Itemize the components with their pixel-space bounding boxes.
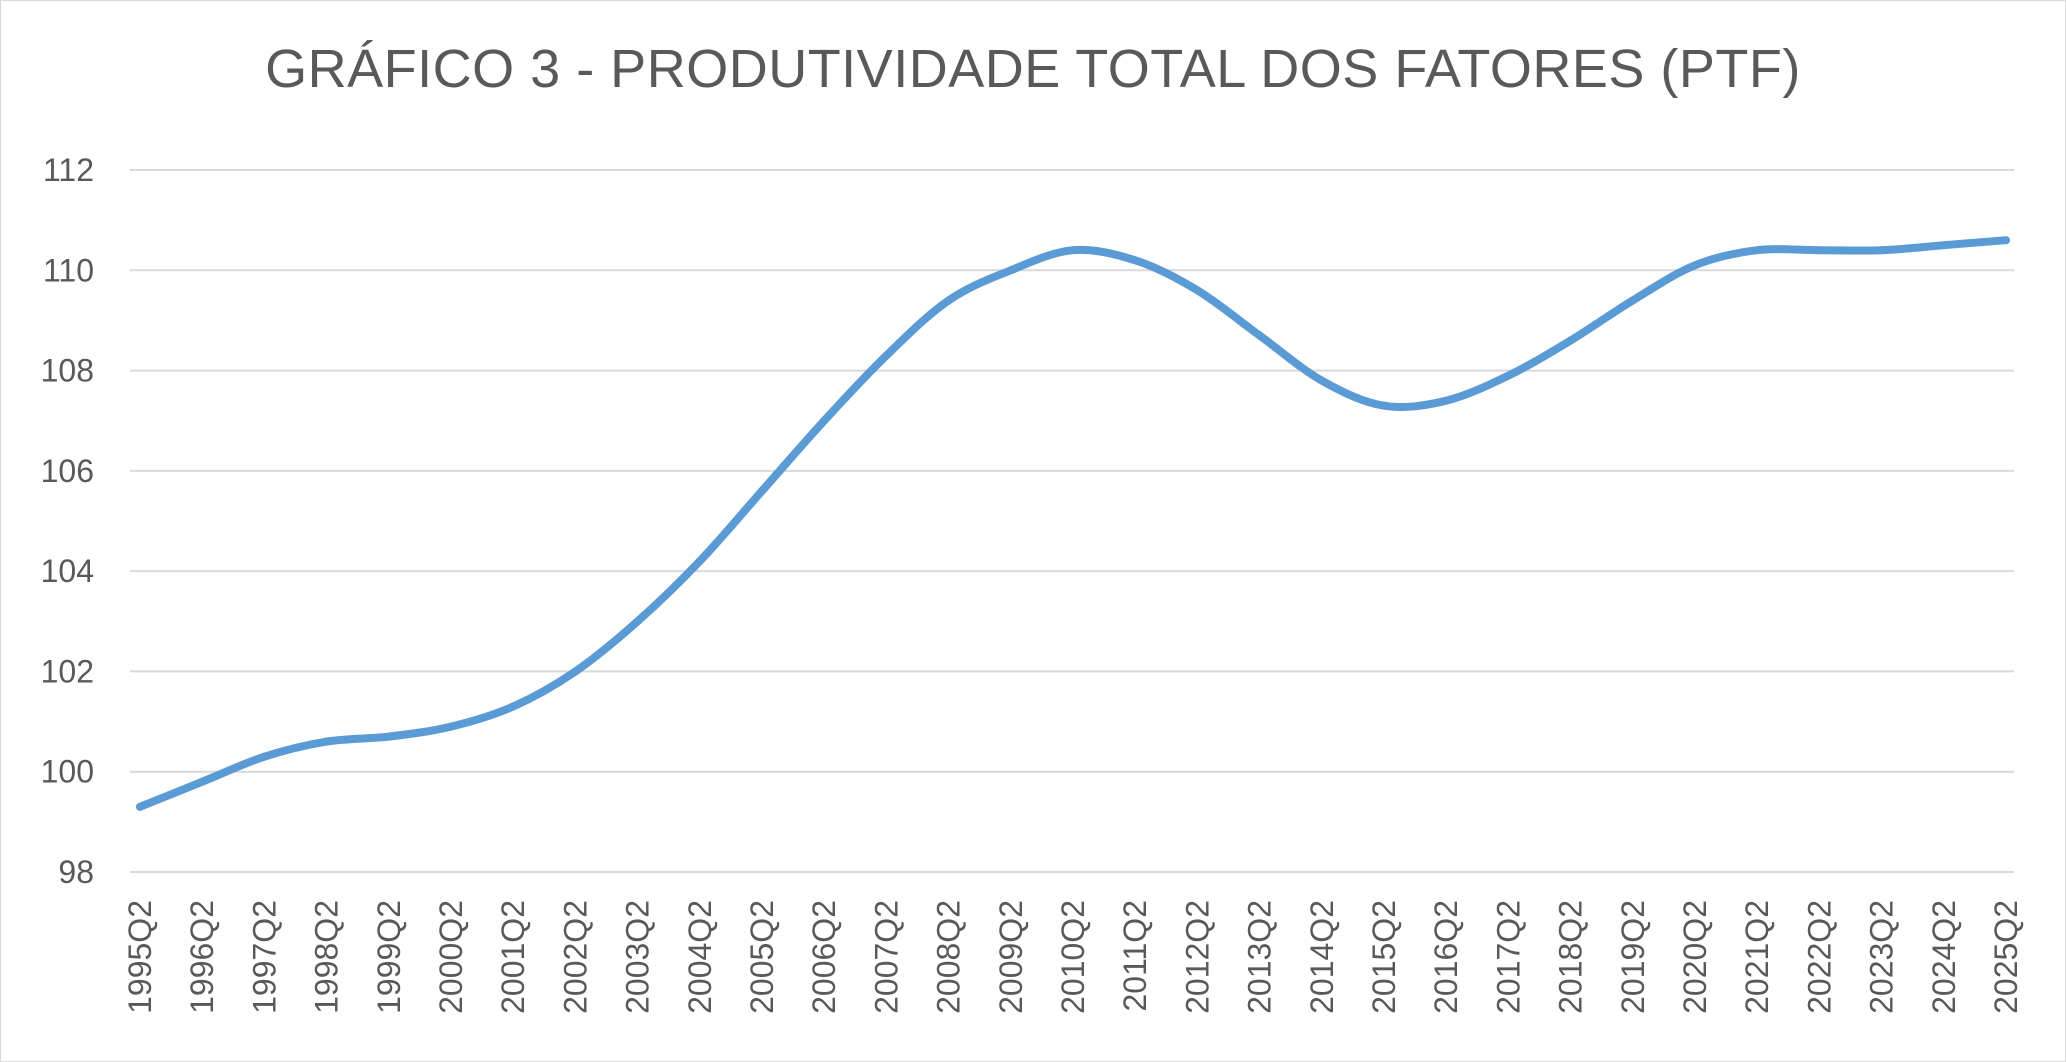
y-tick-label: 106	[41, 453, 94, 489]
y-tick-label: 102	[41, 653, 94, 689]
y-tick-label: 108	[41, 353, 94, 389]
y-tick-label: 104	[41, 553, 94, 589]
data-point	[260, 752, 269, 761]
data-point	[1442, 396, 1451, 405]
data-point	[2002, 236, 2010, 245]
x-axis-tick-labels: 1995Q2 1996Q2 1997Q2 1998Q2 1999Q2 2000Q2 2001…	[122, 900, 2024, 1014]
y-axis-tick-labels: 98 100 102 104 106 108 110 112	[41, 152, 94, 890]
x-tick-label: 2018Q2	[1553, 900, 1589, 1014]
x-tick-label: 1995Q2	[122, 900, 158, 1014]
x-tick-label: 1997Q2	[246, 900, 282, 1014]
data-point	[1753, 246, 1762, 255]
series-layer	[136, 236, 2010, 811]
x-tick-label: 2007Q2	[868, 900, 904, 1014]
x-tick-label: 1999Q2	[371, 900, 407, 1014]
data-point	[1069, 246, 1077, 255]
chart-title: GRÁFICO 3 - PRODUTIVIDADE TOTAL DOS FATO…	[265, 39, 1801, 99]
gridlines	[130, 169, 2014, 873]
y-tick-label: 98	[58, 854, 94, 890]
x-tick-label: 2019Q2	[1615, 900, 1651, 1014]
x-tick-label: 2008Q2	[931, 900, 967, 1014]
x-tick-label: 2004Q2	[682, 900, 718, 1014]
data-point	[571, 667, 580, 676]
data-point	[1566, 336, 1575, 345]
data-point	[1815, 246, 1824, 255]
x-tick-label: 2023Q2	[1864, 900, 1900, 1014]
x-tick-label: 1996Q2	[184, 900, 220, 1014]
data-point	[695, 557, 704, 566]
x-tick-label: 2022Q2	[1801, 900, 1837, 1014]
x-tick-label: 2025Q2	[1988, 900, 2024, 1014]
x-tick-label: 2001Q2	[495, 900, 531, 1014]
data-point	[198, 777, 207, 786]
data-point	[384, 732, 393, 741]
x-tick-label: 2014Q2	[1304, 900, 1340, 1014]
data-point	[1877, 246, 1886, 255]
data-point	[1380, 401, 1388, 410]
x-tick-label: 2002Q2	[557, 900, 593, 1014]
x-tick-label: 2010Q2	[1055, 900, 1091, 1014]
x-tick-label: 2015Q2	[1366, 900, 1402, 1014]
x-tick-label: 1998Q2	[309, 900, 345, 1014]
y-tick-label: 110	[43, 252, 94, 288]
x-tick-label: 2017Q2	[1490, 900, 1526, 1014]
data-point	[633, 617, 642, 626]
data-point	[882, 351, 891, 360]
data-point	[136, 802, 144, 811]
x-tick-label: 2005Q2	[744, 900, 780, 1014]
y-tick-label: 112	[43, 152, 94, 188]
x-tick-label: 2006Q2	[806, 900, 842, 1014]
data-point	[1691, 261, 1699, 270]
data-point	[944, 296, 953, 305]
data-point	[509, 702, 518, 711]
x-tick-label: 2013Q2	[1242, 900, 1278, 1014]
data-point	[1006, 266, 1015, 275]
x-tick-label: 2021Q2	[1739, 900, 1775, 1014]
data-point	[1628, 296, 1637, 305]
x-tick-label: 2020Q2	[1677, 900, 1713, 1014]
x-tick-label: 2009Q2	[993, 900, 1029, 1014]
y-tick-label: 100	[41, 754, 94, 790]
data-point	[1317, 376, 1326, 385]
data-point	[322, 737, 331, 746]
data-point	[1193, 286, 1202, 295]
data-point	[1504, 371, 1513, 380]
x-tick-label: 2024Q2	[1926, 900, 1962, 1014]
x-tick-label: 2012Q2	[1179, 900, 1215, 1014]
data-point	[758, 486, 766, 495]
x-tick-label: 2003Q2	[620, 900, 656, 1014]
data-point	[820, 416, 829, 425]
data-point	[1939, 241, 1948, 250]
data-point	[1255, 331, 1264, 340]
x-tick-label: 2016Q2	[1428, 900, 1464, 1014]
x-tick-label: 2000Q2	[433, 900, 469, 1014]
series-line-ptf	[136, 236, 2010, 811]
data-point	[1131, 256, 1140, 265]
data-point	[447, 722, 455, 731]
x-tick-label: 2011Q2	[1117, 900, 1153, 1012]
